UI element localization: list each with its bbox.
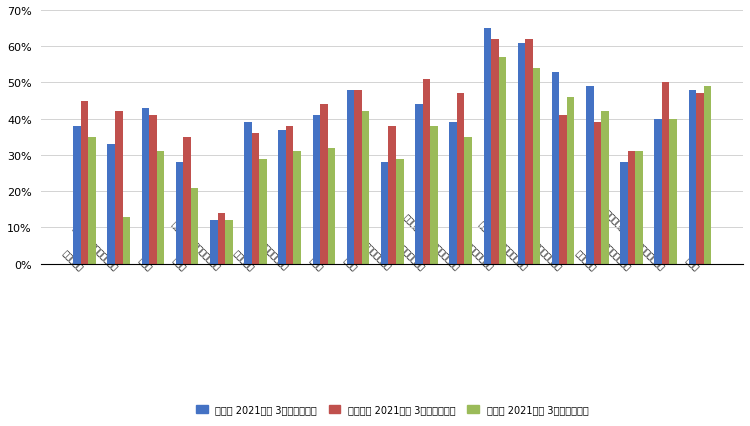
Bar bbox=[184, 138, 191, 264]
Bar bbox=[313, 116, 320, 264]
Bar bbox=[157, 152, 164, 264]
Bar bbox=[688, 90, 696, 264]
Bar bbox=[74, 127, 81, 264]
Bar bbox=[320, 105, 328, 264]
Bar bbox=[601, 112, 608, 264]
Bar bbox=[176, 163, 184, 264]
Bar bbox=[225, 221, 232, 264]
Bar bbox=[328, 148, 335, 264]
Bar bbox=[655, 119, 662, 264]
Bar bbox=[260, 159, 267, 264]
Bar bbox=[354, 90, 362, 264]
Bar bbox=[620, 163, 628, 264]
Bar bbox=[293, 152, 301, 264]
Bar bbox=[210, 221, 218, 264]
Bar bbox=[586, 87, 593, 264]
Bar bbox=[696, 94, 703, 264]
Bar bbox=[704, 87, 711, 264]
Bar bbox=[396, 159, 404, 264]
Bar bbox=[286, 127, 293, 264]
Bar bbox=[346, 90, 354, 264]
Bar bbox=[593, 123, 601, 264]
Bar bbox=[388, 127, 396, 264]
Bar bbox=[115, 112, 122, 264]
Bar bbox=[464, 138, 472, 264]
Legend: 高校卒 2021年卒 3年以内離職率, 短大専卒 2021年卒 3年以内離職率, 大学卒 2021年卒 3年以内離職率: 高校卒 2021年卒 3年以内離職率, 短大専卒 2021年卒 3年以内離職率,… bbox=[192, 400, 592, 418]
Bar bbox=[499, 58, 506, 264]
Bar bbox=[567, 98, 574, 264]
Bar bbox=[670, 119, 677, 264]
Bar bbox=[217, 213, 225, 264]
Bar bbox=[560, 116, 567, 264]
Bar bbox=[362, 112, 369, 264]
Bar bbox=[88, 138, 96, 264]
Bar bbox=[552, 72, 560, 264]
Bar bbox=[423, 80, 430, 264]
Bar bbox=[457, 94, 464, 264]
Bar bbox=[81, 101, 88, 264]
Bar bbox=[518, 43, 525, 264]
Bar bbox=[381, 163, 388, 264]
Bar bbox=[628, 152, 635, 264]
Bar bbox=[142, 109, 149, 264]
Bar bbox=[244, 123, 252, 264]
Bar bbox=[449, 123, 457, 264]
Bar bbox=[430, 127, 438, 264]
Bar bbox=[122, 217, 130, 264]
Bar bbox=[532, 69, 540, 264]
Bar bbox=[191, 188, 199, 264]
Bar bbox=[635, 152, 643, 264]
Bar bbox=[149, 116, 157, 264]
Bar bbox=[107, 145, 115, 264]
Bar bbox=[252, 134, 260, 264]
Bar bbox=[491, 40, 499, 264]
Bar bbox=[525, 40, 532, 264]
Bar bbox=[484, 29, 491, 264]
Bar bbox=[416, 105, 423, 264]
Bar bbox=[278, 130, 286, 264]
Bar bbox=[662, 83, 670, 264]
